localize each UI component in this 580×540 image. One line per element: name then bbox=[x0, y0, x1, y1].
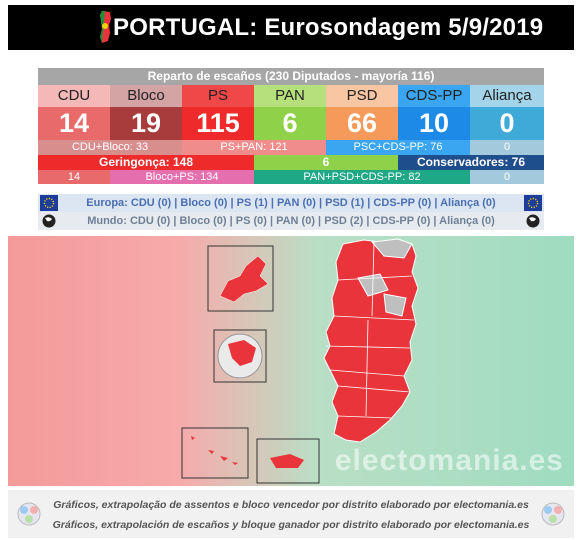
eu-flag-icon bbox=[524, 195, 542, 211]
globe-icon bbox=[42, 214, 56, 228]
watermark: electomania.es bbox=[334, 444, 564, 477]
party-name-cds-pp: CDS-PP bbox=[398, 85, 470, 107]
footer-line-es: Gráficos, extrapolación de escaños y blo… bbox=[52, 519, 530, 531]
header-bar: PORTUGAL: Eurosondagem 5/9/2019 bbox=[8, 5, 574, 50]
madeira-island bbox=[270, 454, 304, 468]
abroad-seats: Europa: CDU (0) | Bloco (0) | PS (1) | P… bbox=[38, 194, 544, 230]
combo-psd-cds: PSC+CDS-PP: 76 bbox=[326, 140, 470, 155]
bloc-pan: 6 bbox=[254, 155, 398, 170]
party-seats-pan: 6 bbox=[254, 107, 326, 140]
portugal-mainland bbox=[323, 238, 419, 443]
party-seats-cds-pp: 10 bbox=[398, 107, 470, 140]
district-map bbox=[181, 238, 419, 484]
electomania-logo-icon bbox=[17, 502, 41, 526]
alt-bloco-ps: Bloco+PS: 134 bbox=[110, 170, 254, 184]
map-area: electomania.es bbox=[8, 236, 574, 486]
table-title: Reparto de escaños (230 Diputados - mayo… bbox=[38, 68, 544, 85]
bloc-conservadores: Conservadores: 76 bbox=[398, 155, 544, 170]
world-inset-frame bbox=[213, 329, 267, 383]
bloc-geringonca: Geringonça: 148 bbox=[38, 155, 254, 170]
alt-alianca: 0 bbox=[470, 170, 544, 184]
district-borders bbox=[325, 241, 415, 419]
mundo-row: Mundo: CDU (0) | Bloco (0) | PS (0) | PA… bbox=[38, 212, 544, 230]
party-name-bloco: Bloco bbox=[110, 85, 182, 107]
footer-line-pt: Gráficos, extrapolação de assentos e blo… bbox=[53, 499, 529, 511]
party-name-psd: PSD bbox=[326, 85, 398, 107]
party-seats-ps: 115 bbox=[182, 107, 254, 140]
party-name-ps: PS bbox=[182, 85, 254, 107]
party-seats-psd: 66 bbox=[326, 107, 398, 140]
footer: Gráficos, extrapolação de assentos e blo… bbox=[8, 490, 574, 538]
eu-flag-icon bbox=[40, 195, 58, 211]
globe-icon bbox=[526, 214, 540, 228]
combo-cdu-bloco: CDU+Bloco: 33 bbox=[38, 140, 182, 155]
combo-alianca: 0 bbox=[470, 140, 544, 155]
party-name-cdu: CDU bbox=[38, 85, 110, 107]
madeira-inset-frame bbox=[256, 438, 320, 484]
azores-islands bbox=[191, 436, 238, 465]
azores-inset-frame bbox=[181, 427, 249, 479]
world-globe-land bbox=[228, 340, 256, 366]
europa-row: Europa: CDU (0) | Bloco (0) | PS (1) | P… bbox=[38, 194, 544, 212]
party-name-pan: PAN bbox=[254, 85, 326, 107]
party-seats-bloco: 19 bbox=[110, 107, 182, 140]
europe-inset-shape bbox=[219, 255, 269, 303]
party-seats-cdu: 14 bbox=[38, 107, 110, 140]
alt-pan-psd-cds: PAN+PSD+CDS-PP: 82 bbox=[254, 170, 470, 184]
portugal-flag-icon bbox=[100, 11, 111, 43]
alt-cdu: 14 bbox=[38, 170, 110, 184]
party-name-aliança: Aliança bbox=[470, 85, 544, 107]
electomania-logo-icon bbox=[541, 502, 565, 526]
combo-ps-pan: PS+PAN: 121 bbox=[182, 140, 326, 155]
europe-inset-frame bbox=[207, 245, 274, 312]
page-title: PORTUGAL: Eurosondagem 5/9/2019 bbox=[113, 14, 544, 41]
party-seats-aliança: 0 bbox=[470, 107, 544, 140]
grey-districts bbox=[357, 238, 413, 317]
